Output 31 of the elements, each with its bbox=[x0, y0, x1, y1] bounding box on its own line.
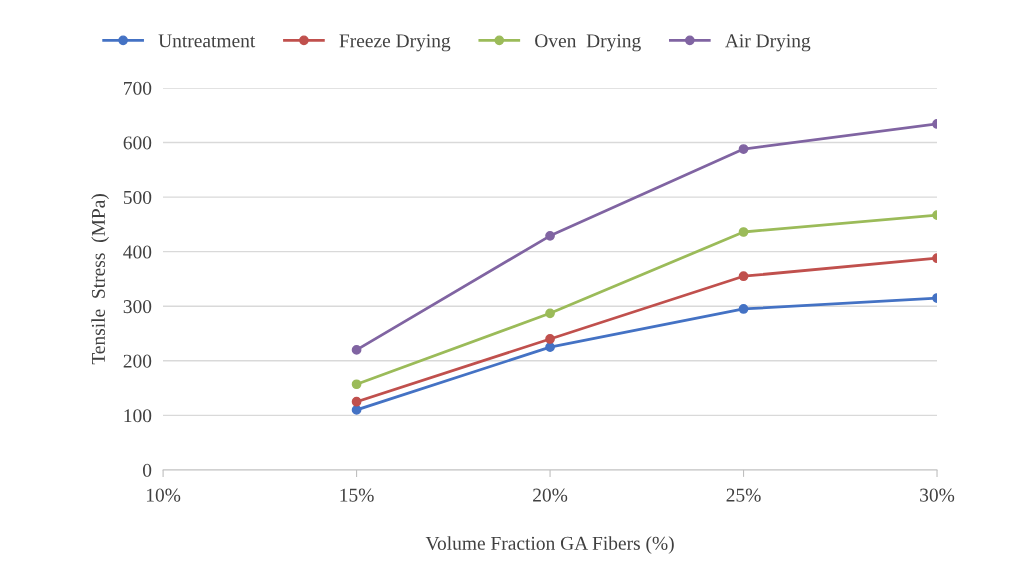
x-tick-label: 20% bbox=[533, 488, 568, 502]
point bbox=[351, 396, 362, 407]
legend-label: Freeze Drying bbox=[339, 34, 451, 52]
point bbox=[351, 405, 362, 415]
point bbox=[738, 304, 749, 314]
x-tick-label: 25% bbox=[726, 488, 761, 502]
y-axis-title: Tensile Stress (MPa) bbox=[91, 194, 109, 365]
legend-label: Untreatment bbox=[158, 34, 256, 48]
point bbox=[351, 345, 362, 355]
x-axis-title: Volume Fraction GA Fibers (%) bbox=[425, 536, 674, 554]
legend-label: Air Drying bbox=[725, 34, 811, 52]
point bbox=[351, 379, 362, 390]
y-tick-label: 300 bbox=[123, 300, 152, 314]
y-tick-label: 700 bbox=[124, 81, 152, 95]
x-tick-label: 10% bbox=[146, 488, 181, 502]
point bbox=[738, 144, 749, 154]
point bbox=[545, 334, 555, 344]
point bbox=[545, 308, 555, 319]
point bbox=[545, 342, 555, 353]
point bbox=[738, 271, 749, 282]
y-tick-label: 600 bbox=[123, 136, 152, 150]
y-tick-label: 100 bbox=[124, 409, 152, 423]
y-tick-label: 200 bbox=[123, 354, 152, 368]
y-tick-label: 400 bbox=[123, 245, 152, 259]
point bbox=[545, 230, 555, 241]
y-tick-label: 0 bbox=[143, 463, 152, 477]
point bbox=[738, 227, 749, 237]
legend-label: Oven Drying bbox=[535, 34, 641, 52]
x-tick-label: 15% bbox=[340, 488, 374, 502]
y-tick-label: 500 bbox=[123, 190, 152, 205]
x-tick-label: 30% bbox=[920, 488, 955, 502]
